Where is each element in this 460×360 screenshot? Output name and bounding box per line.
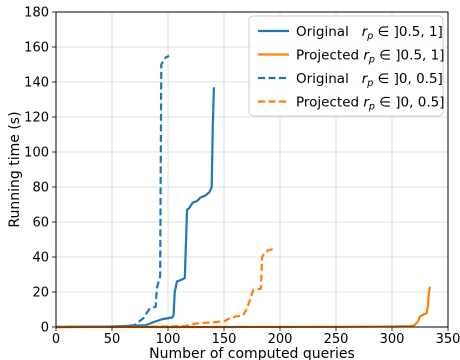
y-tick-label: 120: [24, 111, 49, 126]
series-line-1: [55, 87, 216, 329]
x-tick-label: 150: [212, 332, 237, 347]
series-line-4: [55, 248, 274, 329]
axis-ticks: 0 50 100 150 200 250 300 350 0 20 40 60 80 100 120 140 1…: [24, 6, 460, 348]
y-tick-label: 100: [24, 146, 49, 161]
x-tick-label: 200: [268, 332, 293, 347]
y-tick-label: 60: [32, 216, 49, 231]
x-tick-label: 250: [324, 332, 349, 347]
y-tick-label: 180: [24, 6, 49, 21]
y-tick-label: 20: [32, 286, 49, 301]
series-line-3: [55, 54, 170, 329]
x-axis-label: Number of computed queries: [149, 346, 355, 360]
y-axis-label: Running time (s): [7, 111, 23, 227]
y-tick-label: 80: [32, 181, 49, 196]
x-tick-label: 0: [52, 332, 60, 347]
y-tick-label: 0: [41, 321, 49, 336]
legend-label: Projected rp ∈ ]0, 0.5]: [296, 95, 444, 113]
y-tick-label: 160: [24, 41, 49, 56]
legend-label: Projected rp ∈ ]0.5, 1]: [296, 48, 444, 66]
x-tick-label: 300: [380, 332, 405, 347]
plot-frame: [55, 11, 449, 328]
y-tick-label: 140: [24, 76, 49, 91]
legend: Original rp ∈ ]0.5, 1] Projected rp ∈ ]0.…: [248, 15, 444, 117]
legend-box: [248, 15, 444, 117]
x-tick-label: 50: [104, 332, 121, 347]
legend-label: Original rp ∈ ]0.5, 1]: [296, 24, 443, 42]
x-tick-label: 100: [156, 332, 181, 347]
legend-label: Original rp ∈ ]0, 0.5]: [296, 71, 443, 89]
x-tick-label: 350: [436, 332, 460, 347]
y-tick-label: 40: [32, 251, 49, 266]
